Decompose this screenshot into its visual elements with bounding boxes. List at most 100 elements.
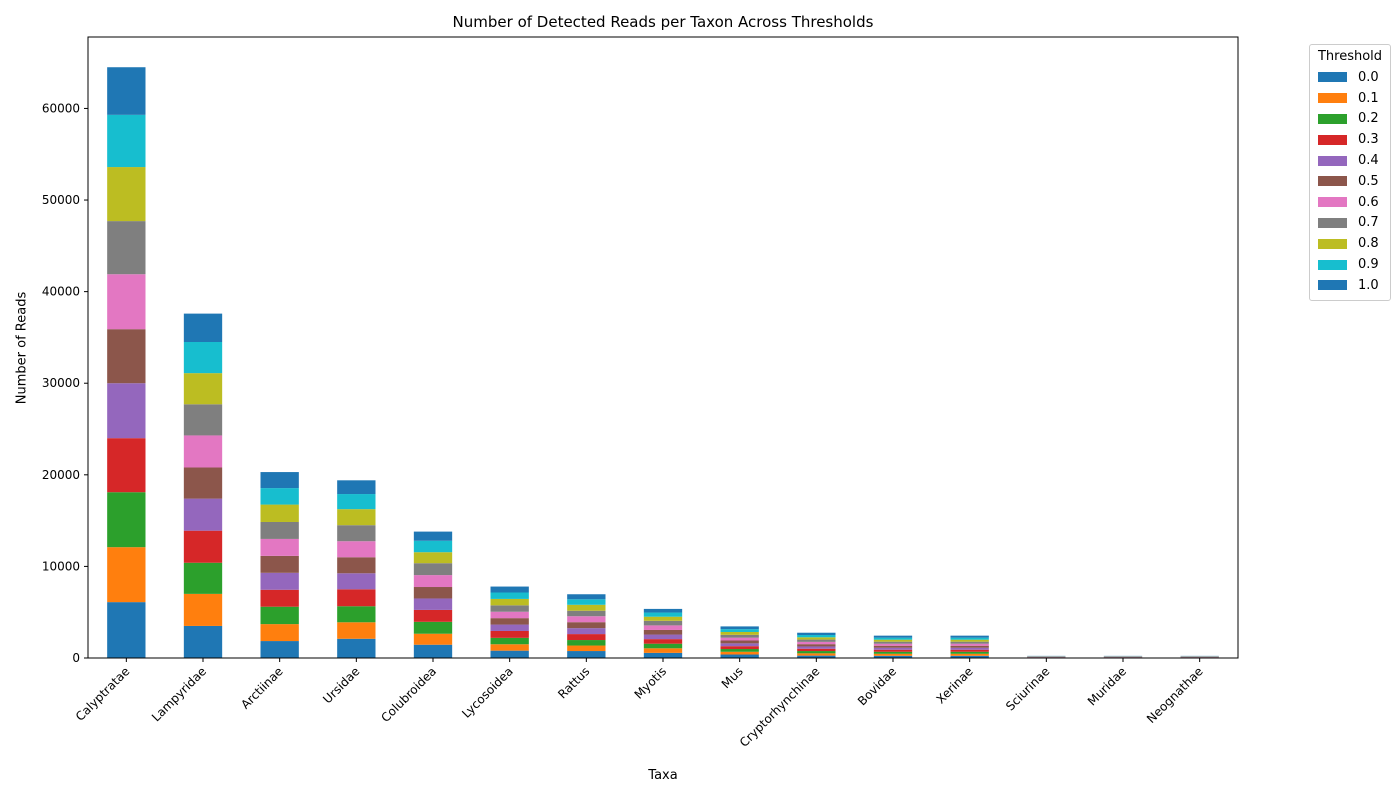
bar-segment-9-4: [797, 646, 836, 649]
bar-segment-1-7: [183, 404, 223, 436]
bar-segment-6-5: [567, 622, 606, 629]
bar-segment-1-6: [183, 435, 223, 468]
bar-segment-8-2: [720, 649, 759, 652]
x-tick-label-13: Muridae: [1085, 664, 1129, 708]
bar-segment-3-9: [337, 494, 376, 510]
legend-item-10: 1.0: [1310, 275, 1390, 296]
bar-segment-4-6: [413, 575, 453, 588]
bar-segment-0-6: [107, 274, 146, 330]
bar-segment-8-5: [720, 640, 759, 644]
bar-segment-4-2: [413, 621, 453, 634]
bar-segment-5-0: [490, 650, 529, 658]
bar-segment-0-7: [107, 221, 146, 275]
bar-segment-5-8: [490, 598, 529, 606]
legend-title: Threshold: [1317, 49, 1383, 64]
bar-segment-5-7: [490, 605, 529, 612]
bar-segment-5-6: [490, 611, 529, 619]
bar-segment-9-7: [797, 639, 836, 642]
bar-segment-5-5: [490, 618, 529, 625]
bar-segment-11-5: [950, 645, 989, 648]
legend: Threshold 0.0 0.1 0.2 0.3 0.4 0.5 0.6 0.7 0.8 0.9…: [1309, 44, 1391, 301]
x-tick-label-6: Rattus: [555, 664, 592, 701]
x-tick-label-2: Arctiinae: [238, 664, 286, 712]
x-tick-label-14: Neognathae: [1144, 664, 1206, 726]
bar-segment-1-0: [183, 625, 223, 658]
bars-group: [107, 67, 1219, 658]
bar-segment-1-1: [183, 593, 223, 626]
x-tick-label-12: Sciurinae: [1003, 664, 1052, 713]
bar-segment-4-9: [413, 540, 453, 553]
bar-segment-8-3: [720, 646, 759, 650]
bar-segment-9-1: [797, 653, 836, 656]
legend-item-7: 0.7: [1310, 213, 1390, 234]
legend-item-4: 0.4: [1310, 150, 1390, 171]
bar-segment-2-1: [260, 624, 299, 642]
legend-swatch-7: [1318, 217, 1347, 228]
bar-segment-3-1: [337, 622, 376, 639]
legend-swatch-1: [1318, 93, 1347, 104]
y-tick-label-5: 50000: [42, 193, 80, 207]
bar-segment-10-7: [873, 641, 913, 644]
bar-segment-0-4: [107, 383, 146, 439]
bar-segment-1-5: [183, 467, 223, 499]
legend-label-4: 0.4: [1358, 153, 1379, 169]
legend-swatch-9: [1318, 259, 1347, 270]
bar-segment-4-1: [413, 633, 453, 645]
bar-segment-11-6: [950, 643, 989, 646]
legend-swatch-4: [1318, 155, 1347, 166]
bar-segment-4-4: [413, 598, 453, 610]
legend-label-0: 0.0: [1358, 69, 1379, 85]
bar-segment-1-2: [183, 562, 223, 594]
legend-item-8: 0.8: [1310, 233, 1390, 254]
bar-segment-0-5: [107, 329, 146, 384]
bar-segment-3-0: [337, 638, 376, 658]
bar-segment-2-8: [260, 504, 299, 522]
bar-segment-9-0: [797, 655, 836, 658]
legend-swatch-3: [1318, 134, 1347, 145]
bar-segment-2-2: [260, 606, 299, 625]
y-tick-label-2: 20000: [42, 468, 80, 482]
bar-segment-0-0: [107, 602, 146, 658]
legend-label-10: 1.0: [1358, 277, 1379, 293]
legend-label-5: 0.5: [1358, 173, 1379, 189]
legend-item-2: 0.2: [1310, 109, 1390, 130]
bar-segment-8-9: [720, 629, 759, 632]
bar-segment-11-0: [950, 655, 989, 658]
bar-segment-11-7: [950, 641, 989, 644]
bar-segment-7-7: [643, 620, 683, 626]
bar-segment-4-3: [413, 609, 453, 622]
bar-segment-11-1: [950, 653, 989, 656]
legend-item-0: 0.0: [1310, 67, 1390, 88]
legend-swatch-6: [1318, 197, 1347, 208]
bar-segment-5-2: [490, 637, 529, 645]
bar-segment-5-4: [490, 624, 529, 631]
bar-segment-3-6: [337, 541, 376, 558]
bar-segment-10-6: [873, 643, 913, 646]
bar-segment-8-1: [720, 651, 759, 655]
x-tick-label-7: Myotis: [632, 664, 670, 702]
legend-item-9: 0.9: [1310, 254, 1390, 275]
bar-segment-9-9: [797, 635, 836, 638]
bar-segment-4-10: [413, 531, 453, 541]
legend-item-1: 0.1: [1310, 88, 1390, 109]
bar-segment-8-10: [720, 626, 759, 630]
legend-swatch-10: [1318, 280, 1347, 291]
bar-segment-7-4: [643, 634, 683, 640]
legend-label-8: 0.8: [1358, 236, 1379, 252]
x-axis-label: Taxa: [648, 768, 678, 783]
chart-title: Number of Detected Reads per Taxon Acros…: [452, 13, 874, 31]
legend-swatch-5: [1318, 176, 1347, 187]
x-tick-label-8: Mus: [719, 664, 746, 691]
bar-segment-10-5: [873, 645, 913, 648]
bar-segment-6-2: [567, 640, 606, 646]
bar-segment-7-2: [643, 643, 683, 649]
legend-item-3: 0.3: [1310, 129, 1390, 150]
bar-segment-5-1: [490, 644, 529, 651]
bar-segment-9-8: [797, 637, 836, 640]
bar-segment-3-3: [337, 589, 376, 607]
bar-segment-7-5: [643, 629, 683, 635]
bar-segment-6-10: [567, 594, 606, 600]
bar-segment-1-8: [183, 373, 223, 405]
bar-segment-6-7: [567, 610, 606, 617]
